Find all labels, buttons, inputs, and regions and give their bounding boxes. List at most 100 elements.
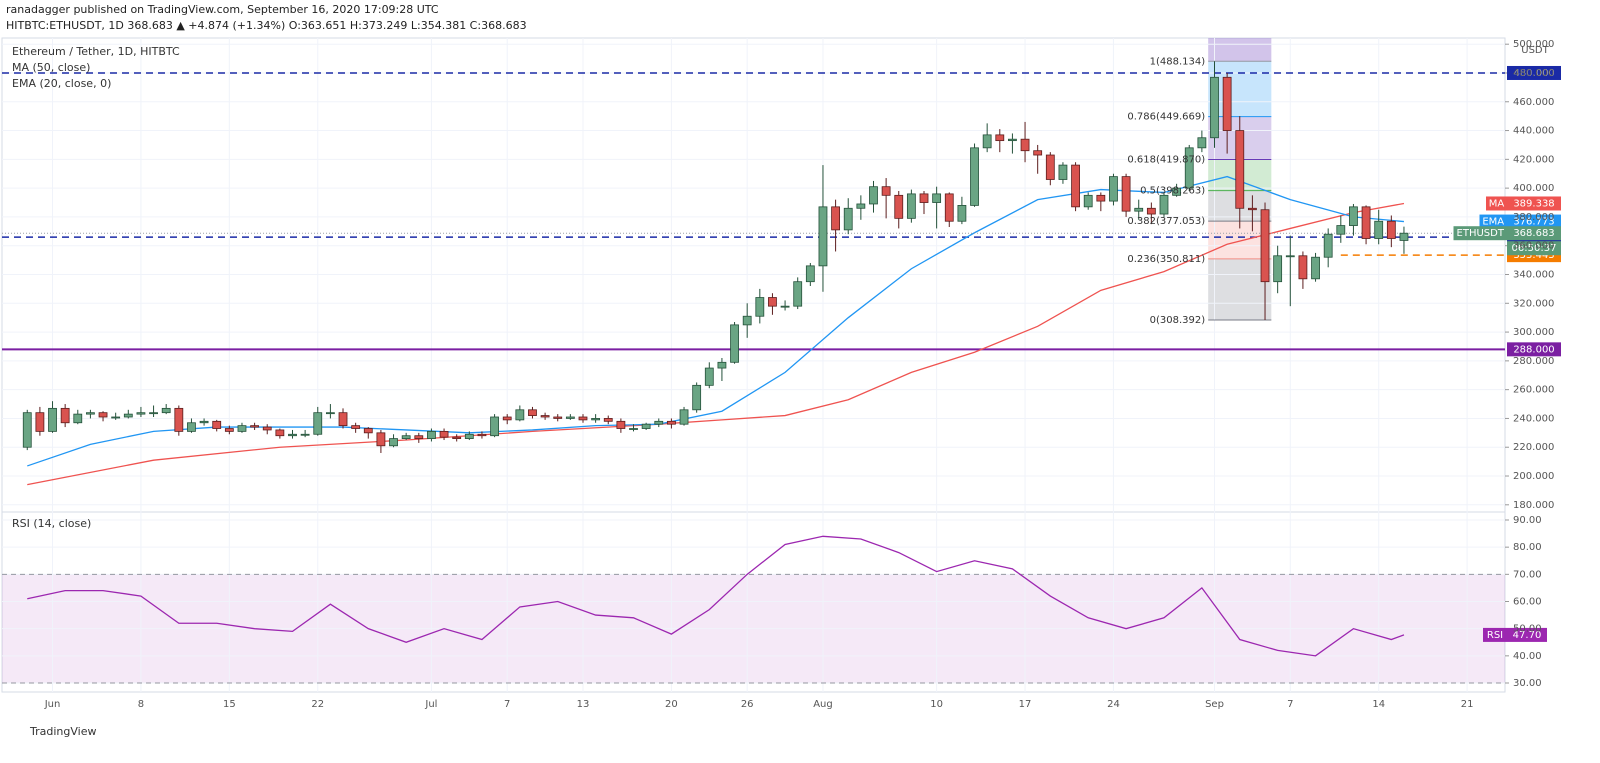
candle-body [881,186,891,196]
price-badge [1507,342,1561,357]
x-tick-label: Jul [424,699,437,710]
grid-layer [2,38,1509,692]
candle-body [995,134,1005,142]
candle-body [325,412,335,415]
y-tick-label: 180.000 [1513,500,1554,511]
candle-body [60,407,70,424]
fib-label: 0.5(398.263) [1140,186,1205,197]
x-tick-label: 7 [504,699,510,710]
candle-body [869,186,878,205]
candle-body [616,420,626,429]
x-tick-label: 26 [741,699,754,710]
published-line: ranadagger published on TradingView.com,… [6,3,439,16]
rsi-tick-label: 90.00 [1513,515,1542,526]
candle-body [553,416,563,419]
badge-name: ETHUSDT [1457,228,1505,239]
candle-body [1222,76,1232,131]
badge-name-box [1453,226,1507,241]
badge-name: RSI [1487,630,1503,641]
candle-body [174,407,184,432]
symbol-line: HITBTC:ETHUSDT, 1D 368.683 ▲ +4.874 (+1.… [6,19,527,32]
candle-body [35,412,45,432]
candle-body [704,367,714,386]
x-tick-label: 10 [930,699,943,710]
candle-body [389,438,398,447]
y-tick-label: 300.000 [1513,327,1554,338]
candle-body [540,415,550,418]
candle-body [932,193,942,203]
candle-body [490,416,499,437]
candle-body [136,412,146,415]
x-tick-label: 8 [138,699,144,710]
candle-body [48,407,57,432]
top-layer: 480.000366.000353.443288.000MA389.338EMA… [1453,65,1561,642]
candle-body [1260,209,1270,283]
fib-label: 0.382(377.053) [1127,216,1205,227]
x-tick-label: 22 [311,699,324,710]
candle-body [1184,147,1194,189]
candle-body [1298,255,1308,280]
badge-name-box [1486,196,1507,211]
badge-name: EMA [1482,217,1504,228]
bg-layer [1,37,1506,693]
candle-body [1386,220,1396,239]
candle-body [199,420,209,424]
candle-body [1159,194,1169,215]
y-tick-label: 260.000 [1513,385,1554,396]
y-tick-label: 200.000 [1513,471,1554,482]
candle-body [187,422,196,432]
candle-body [1146,207,1156,215]
legend-ema: EMA (20, close, 0) [12,77,111,90]
candle-body [528,409,537,416]
fib-top-zone [1208,38,1272,62]
candle-body [414,435,424,439]
x-tick-label: 21 [1461,699,1474,710]
y-tick-label: 400.000 [1513,183,1554,194]
candle-body [641,423,651,429]
price-badge-label: 353.443 [1513,250,1554,261]
rsi-tick-label: 70.00 [1513,569,1542,580]
candle-body [1374,220,1384,239]
y-tick-label: 320.000 [1513,298,1554,309]
candle-body [742,315,752,326]
candle-body [957,205,967,222]
y-tick-label: 460.000 [1513,97,1554,108]
price-badge-label: 389.338 [1513,198,1554,209]
y-tick-label: 420.000 [1513,154,1554,165]
candle-body [1210,76,1219,139]
candle-body [452,436,462,439]
candle-body [22,412,32,448]
candle-body [1247,207,1257,211]
price-badge [1507,65,1561,80]
countdown-box [1507,241,1561,256]
candle-body [894,194,904,219]
rsi-badge [1507,627,1547,642]
candle-body [502,416,512,421]
candle-body [906,193,916,219]
candle-body [679,409,689,425]
fib-label: 0.236(350.811) [1127,254,1205,265]
candle-body [1197,137,1207,149]
price-badge [1507,196,1561,211]
candle-body [1285,255,1295,258]
candle-body [1058,164,1068,180]
candle-body [224,428,234,432]
candle-body [1172,187,1182,196]
countdown: 06:50:37 [1512,243,1557,254]
candle-body [805,265,815,283]
rsi-tick-label: 40.00 [1513,651,1542,662]
fib-label: 0.618(419.870) [1127,155,1205,166]
candle-body [250,425,260,428]
candle-body [1020,138,1030,152]
candle-body [818,206,828,267]
indicator-line [27,535,1405,657]
rsi-tick-label: 30.00 [1513,678,1542,689]
candle-body [1323,233,1333,258]
rsi-title: RSI (14, close) [12,517,91,530]
candle-body [1273,255,1283,283]
candle-body [212,420,222,429]
price-badge-label: 288.000 [1513,344,1554,355]
rsi-tick-label: 80.00 [1513,542,1542,553]
candle-body [654,420,664,425]
badge-name: MA [1489,198,1505,209]
